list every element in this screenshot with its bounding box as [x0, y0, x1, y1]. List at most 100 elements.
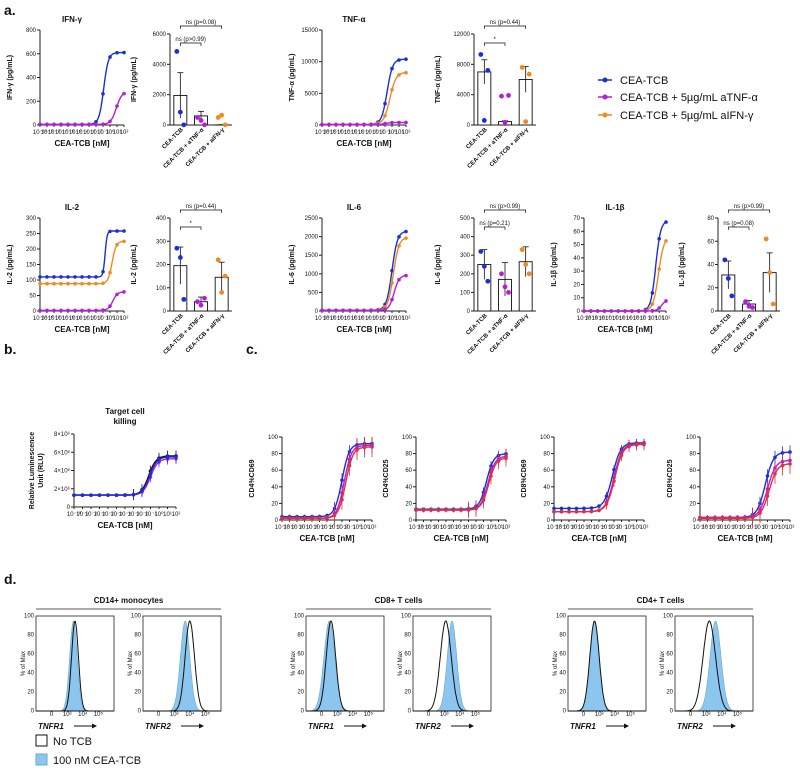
y-tick-label: 80	[27, 633, 34, 639]
y-tick-label: 40	[573, 256, 580, 262]
data-point	[650, 291, 655, 295]
y-axis-label: CD4%CD69	[249, 459, 256, 497]
x-tick-label: 10⁻⁸	[425, 524, 438, 531]
x-tick-label: 10⁴	[185, 711, 195, 718]
x-tick-label: 10⁻⁴	[358, 129, 371, 136]
x-tick-label: 10⁻¹⁰	[315, 129, 330, 136]
data-point	[80, 281, 84, 286]
data-point	[597, 508, 601, 513]
data-point	[612, 479, 616, 483]
replicate-dot	[499, 93, 504, 99]
series-line	[322, 274, 407, 311]
data-point	[582, 509, 586, 514]
x-tick-label: 10¹	[395, 316, 404, 322]
y-tick-label: 60	[559, 652, 566, 658]
x-tick-label: 10⁴	[455, 711, 465, 718]
data-point	[650, 302, 655, 306]
x-tick-label: 10⁰	[770, 524, 780, 531]
x-tick-label: 10⁻⁵	[447, 524, 460, 531]
x-tick-label: 10¹	[113, 130, 122, 136]
x-tick-label: 10⁻⁶	[578, 524, 591, 531]
x-category-label: CEA-TCB + aIFN-γ	[185, 313, 227, 355]
x-tick-label: 10⁻³	[329, 525, 341, 531]
replicate-dot	[502, 284, 508, 290]
legend-a-label-3: CEA-TCB + 5µg/mL aIFN-γ	[620, 110, 754, 122]
significance-bracket	[179, 209, 223, 213]
y-tick-label: 2500	[305, 216, 319, 222]
x-tick-label: 10¹	[632, 525, 641, 531]
replicate-dot	[485, 278, 491, 284]
histogram-frame	[567, 615, 647, 712]
x-tick-label: 10⁻⁶	[605, 315, 618, 322]
replicate-dot	[485, 68, 491, 73]
chart-cd8_cd25: 020406080100CD8%CD2510⁻¹⁰10⁻⁹10⁻⁸10⁻⁷10⁻…	[667, 435, 794, 543]
data-point	[327, 308, 331, 313]
data-point	[80, 493, 85, 497]
data-point	[397, 235, 401, 239]
legend-a-marker-1	[602, 77, 608, 83]
control-histogram	[675, 620, 753, 712]
x-tick-label: 10⁻⁶	[62, 315, 75, 322]
y-tick-label: 20	[707, 286, 714, 292]
y-tick-label: 1000	[305, 272, 319, 278]
data-point	[609, 309, 614, 313]
series-line	[700, 451, 790, 519]
y-tick-label: 80	[297, 633, 304, 639]
replicate-dot	[219, 112, 225, 118]
y-tick-label: 20	[27, 690, 34, 696]
data-point	[94, 308, 98, 313]
y-axis-label: IFN-γ (pg/mL)	[7, 55, 14, 100]
y-tick-label: 400	[156, 216, 167, 222]
x-axis-label: CEA-TCB [nM]	[97, 521, 152, 530]
x-tick-label: 10¹	[655, 316, 664, 322]
data-point	[664, 239, 668, 243]
series-line	[554, 442, 644, 510]
data-point	[657, 306, 661, 310]
x-tick-label: 10⁻²	[470, 525, 482, 531]
y-tick-label: 40	[689, 485, 696, 491]
data-point	[773, 471, 777, 476]
replicate-dot	[478, 52, 484, 57]
replicate-dot	[198, 302, 204, 308]
data-point	[165, 455, 170, 459]
data-point	[369, 308, 373, 313]
x-tick-label: 10⁰	[624, 524, 634, 531]
x-tick-label: 10⁻¹⁰	[275, 524, 290, 531]
y-tick-label: 0	[33, 123, 37, 129]
data-point	[559, 509, 564, 514]
x-tick-label: 10⁻⁸	[330, 129, 343, 136]
x-tick-label: 10⁰	[648, 315, 658, 322]
y-tick-label: 100	[556, 614, 567, 620]
y-tick-label: 500	[460, 216, 471, 222]
marker-label: TNFR1	[570, 722, 596, 731]
data-point	[369, 122, 373, 127]
data-point	[630, 309, 634, 313]
data-point	[123, 493, 127, 497]
y-axis-label: TNF-α (pg/mL)	[435, 56, 442, 104]
data-point	[451, 508, 456, 512]
data-point	[404, 229, 408, 234]
replicate-dot	[202, 295, 207, 301]
y-tick-label: 60	[707, 239, 714, 245]
series-line	[584, 240, 667, 312]
data-point	[347, 463, 352, 468]
y-tick-label: 8000	[457, 62, 471, 68]
data-point	[404, 120, 408, 125]
y-tick-label: 100	[268, 435, 279, 441]
y-tick-label: 6×10⁶	[54, 449, 71, 456]
x-tick-label: 10³	[63, 712, 72, 718]
data-point	[397, 277, 401, 282]
y-tick-label: 500	[308, 290, 319, 296]
x-tick-label: 10⁻⁶	[344, 315, 357, 322]
data-point	[390, 281, 394, 285]
x-tick-label: 10⁻¹⁰	[547, 524, 562, 531]
y-tick-label: 80	[134, 633, 141, 639]
x-tick-label: 10⁻⁹	[701, 524, 714, 531]
x-tick-label: 10⁻⁸	[330, 315, 343, 322]
data-point	[38, 281, 42, 286]
data-point	[108, 304, 112, 308]
x-tick-label: 10⁻²	[372, 130, 384, 136]
data-point	[559, 506, 564, 511]
